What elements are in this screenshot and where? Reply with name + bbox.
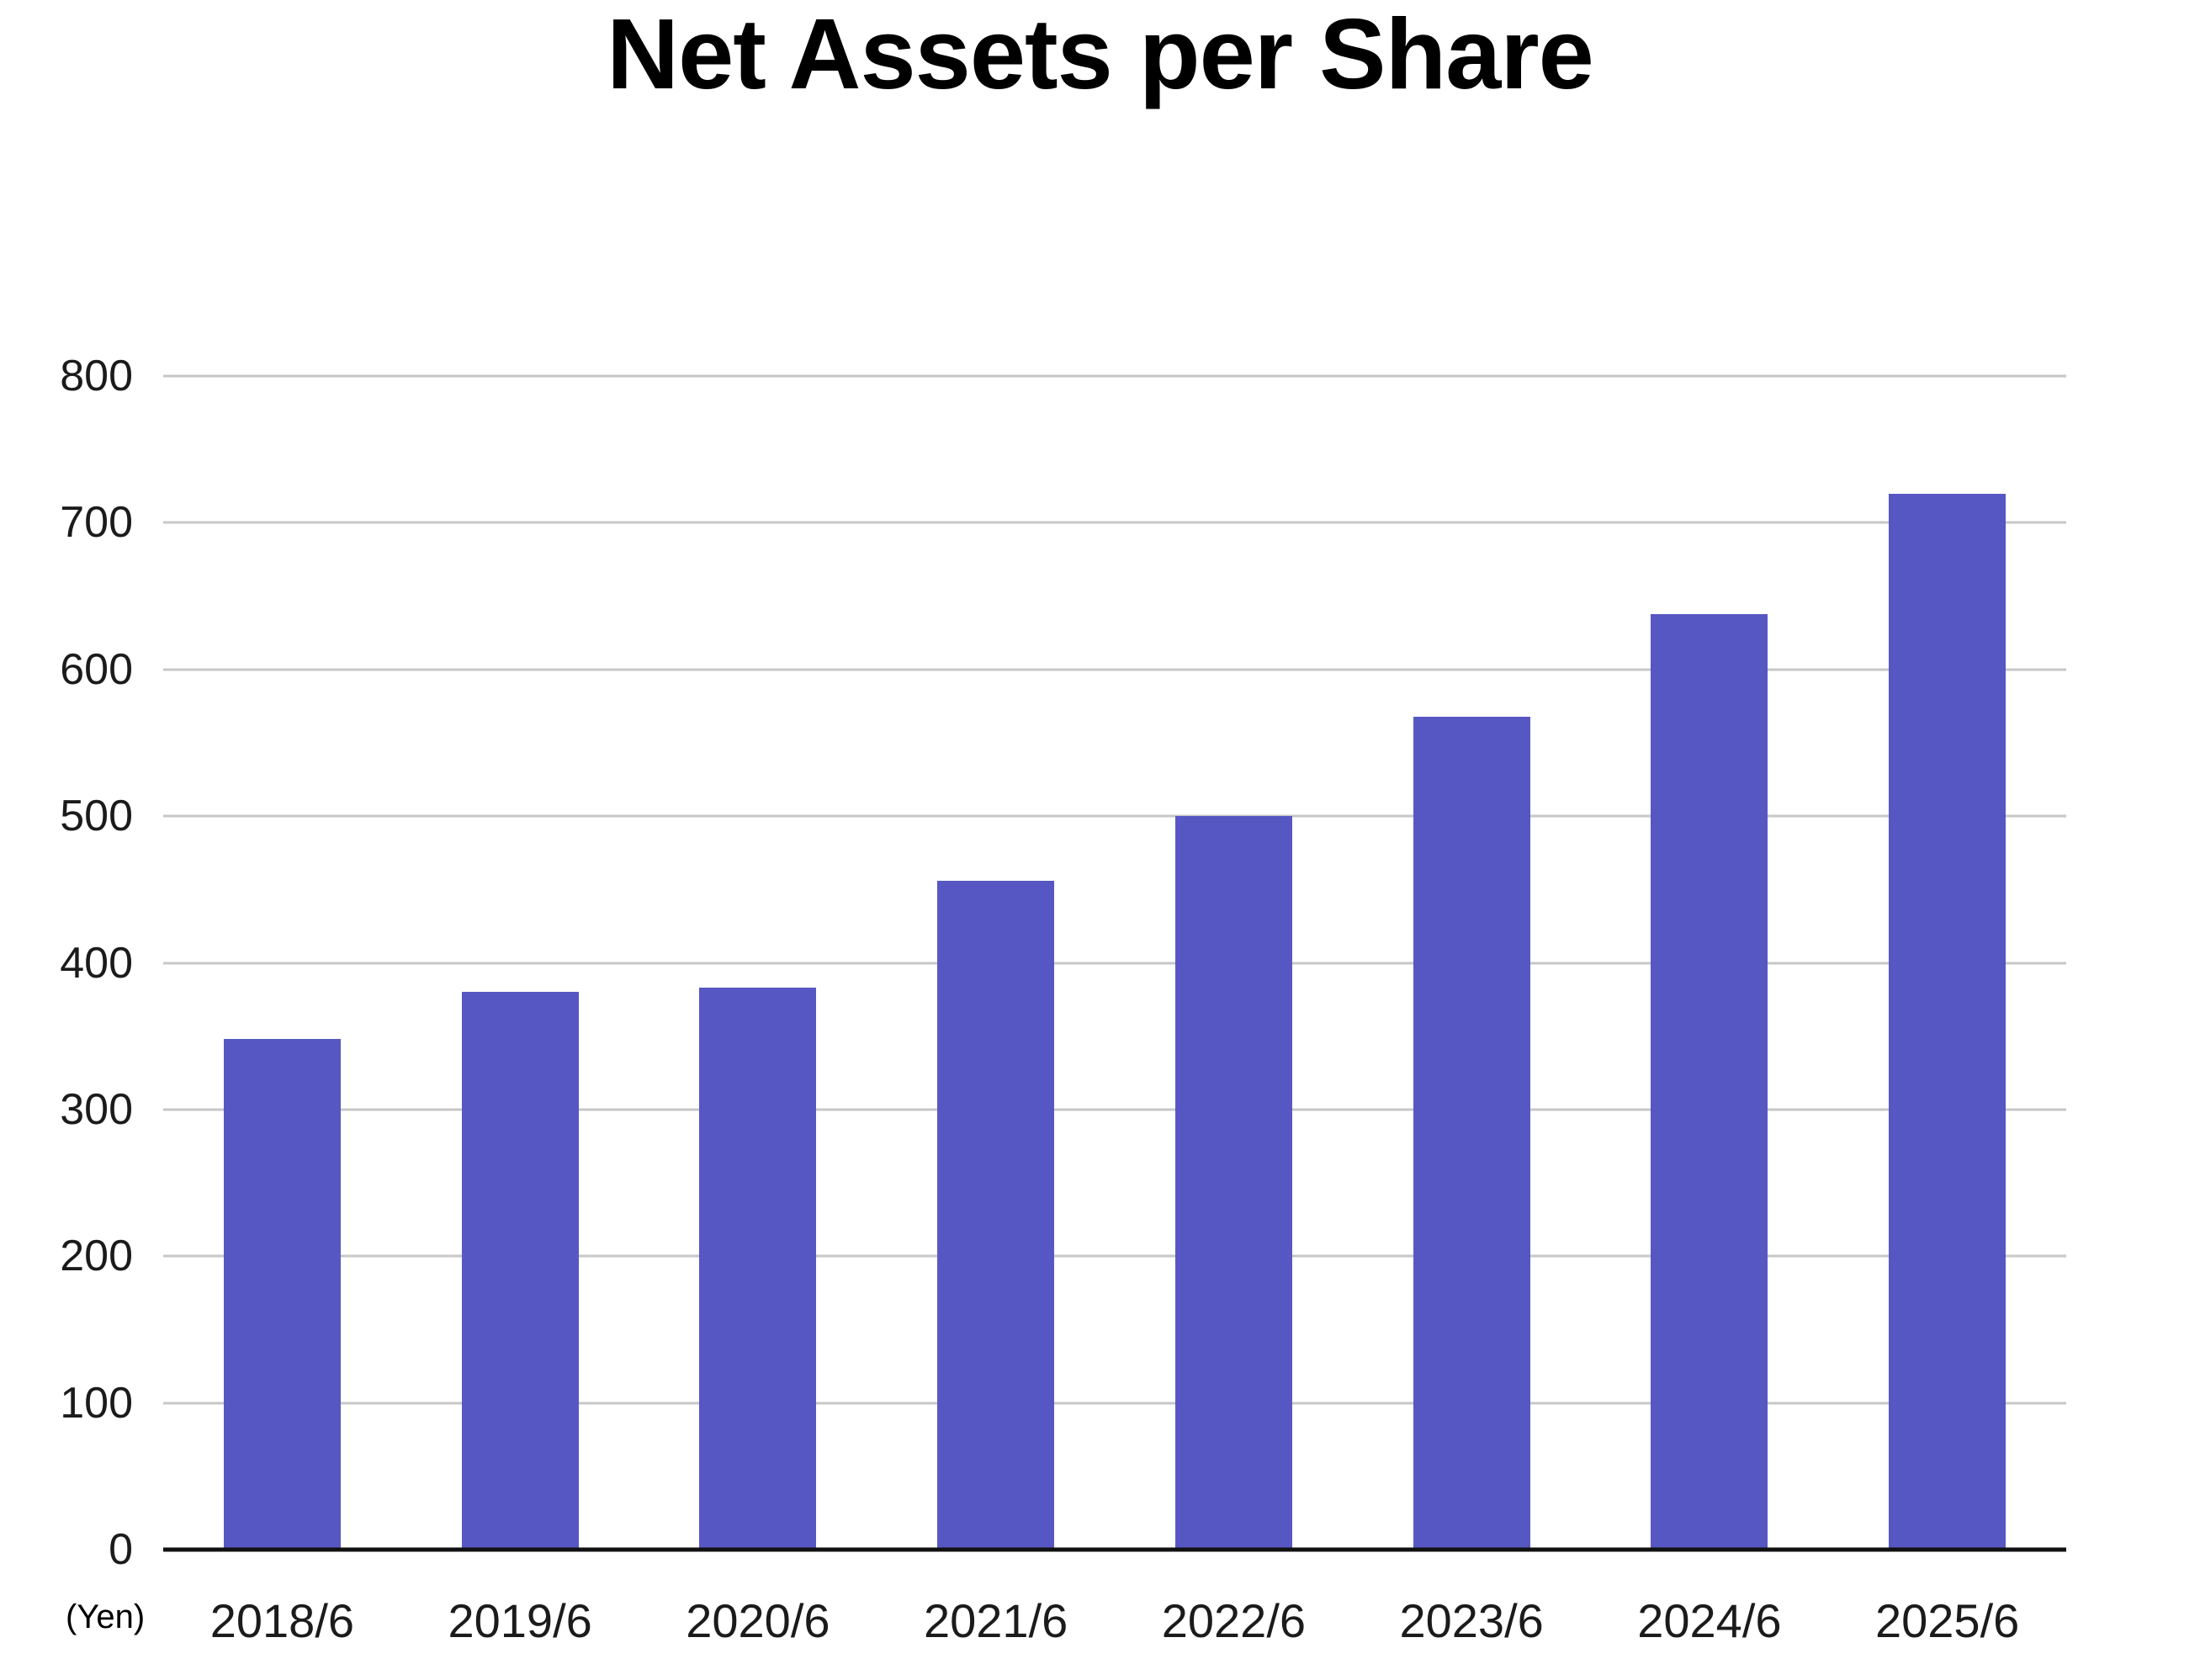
y-tick-label-0: 0 [109, 1525, 133, 1574]
bar-band-2025/6 [1828, 376, 2066, 1550]
bar-2018/6 [223, 1039, 341, 1550]
y-tick-label-600: 600 [60, 644, 133, 694]
y-tick-label-500: 500 [60, 792, 133, 841]
y-tick-label-700: 700 [60, 498, 133, 548]
bar-band-2018/6 [163, 376, 401, 1550]
x-tick-label-2024/6: 2024/6 [1637, 1594, 1782, 1647]
y-tick-label-800: 800 [60, 352, 133, 400]
y-tick-label-400: 400 [60, 938, 133, 988]
bar-band-2021/6 [877, 376, 1115, 1550]
x-tick-label-2018/6: 2018/6 [209, 1594, 355, 1647]
gridline-300 [163, 1108, 2066, 1111]
bar-2023/6 [1413, 716, 1530, 1550]
x-tick-label-2023/6: 2023/6 [1399, 1594, 1544, 1647]
y-tick-label-200: 200 [60, 1232, 133, 1281]
x-tick-label-2025/6: 2025/6 [1874, 1594, 2020, 1647]
bar-band-2019/6 [401, 376, 639, 1550]
bar-2019/6 [461, 992, 579, 1550]
bar-band-2022/6 [1115, 376, 1353, 1550]
y-axis-unit-label: (Yen) [66, 1598, 146, 1635]
gridline-400 [163, 962, 2066, 964]
chart-title: Net Assets per Share [607, 0, 1594, 110]
gridline-500 [163, 814, 2066, 818]
x-axis-tick-labels: 2018/6 2019/6 2020/6 2021/6 2022/6 2023/6 2024… [163, 1595, 2066, 1647]
bar-2024/6 [1651, 613, 1768, 1550]
y-tick-label-100: 100 [60, 1378, 133, 1428]
y-tick-label-300: 300 [60, 1084, 133, 1134]
gridline-600 [163, 668, 2066, 671]
bar-band-2024/6 [1591, 376, 1829, 1550]
y-axis-tick-labels: 0 100 200 300 400 500 600 700 800 [0, 354, 133, 1571]
x-tick-label-2020/6: 2020/6 [686, 1594, 830, 1647]
gridline-800 [163, 374, 2066, 378]
bars-layer [163, 376, 2066, 1550]
gridline-100 [163, 1402, 2066, 1405]
bar-band-2023/6 [1353, 376, 1591, 1550]
bar-2021/6 [937, 880, 1055, 1550]
bar-2022/6 [1174, 816, 1292, 1550]
gridline-700 [163, 521, 2066, 524]
bar-band-2020/6 [639, 376, 877, 1550]
x-tick-label-2021/6: 2021/6 [923, 1594, 1068, 1647]
x-tick-label-2022/6: 2022/6 [1161, 1594, 1307, 1647]
x-tick-label-2019/6: 2019/6 [448, 1594, 592, 1647]
x-axis-line [163, 1547, 2066, 1552]
gridline-200 [163, 1254, 2066, 1258]
bar-2020/6 [699, 988, 817, 1550]
bar-2025/6 [1889, 493, 2007, 1550]
plot-area [163, 374, 2066, 1552]
